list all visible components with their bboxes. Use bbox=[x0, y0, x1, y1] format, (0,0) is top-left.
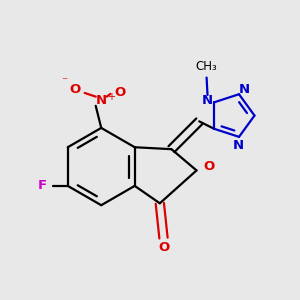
Text: N: N bbox=[96, 94, 107, 107]
Text: +: + bbox=[107, 92, 116, 102]
Text: N: N bbox=[232, 139, 244, 152]
Text: O: O bbox=[70, 83, 81, 96]
Text: CH₃: CH₃ bbox=[196, 60, 217, 73]
Text: N: N bbox=[239, 83, 250, 96]
Text: ⁻: ⁻ bbox=[61, 75, 68, 88]
Text: F: F bbox=[38, 179, 46, 192]
Text: O: O bbox=[114, 85, 125, 98]
Text: N: N bbox=[202, 94, 213, 107]
Text: O: O bbox=[159, 241, 170, 254]
Text: O: O bbox=[204, 160, 215, 173]
